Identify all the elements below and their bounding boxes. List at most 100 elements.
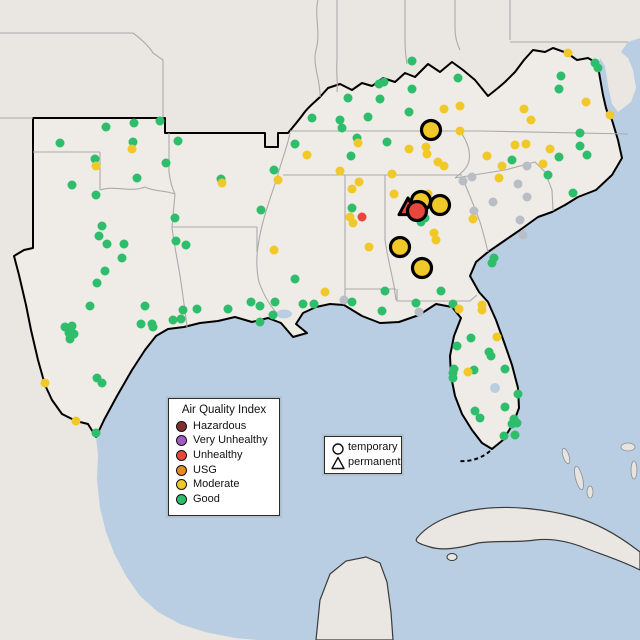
monitor-dot-no_data bbox=[522, 161, 532, 171]
monitor-dot-no_data bbox=[522, 192, 532, 202]
monitor-dot-moderate bbox=[605, 110, 615, 120]
monitor-dot-good bbox=[337, 123, 347, 133]
monitor-dot-no_data bbox=[458, 176, 468, 186]
yucatan-peninsula bbox=[315, 556, 394, 640]
monitor-dot-no_data bbox=[513, 179, 523, 189]
monitor-dots-layer bbox=[40, 48, 615, 441]
monitor-dot-good bbox=[363, 112, 373, 122]
monitor-dot-moderate bbox=[545, 144, 555, 154]
monitor-dot-good bbox=[91, 428, 101, 438]
monitor-dot-good bbox=[470, 406, 480, 416]
monitor-dot-good bbox=[486, 351, 496, 361]
temporary-event-marker bbox=[405, 199, 429, 223]
monitor-dot-good bbox=[575, 128, 585, 138]
monitor-dot-good bbox=[379, 77, 389, 87]
monitor-dot-moderate bbox=[353, 138, 363, 148]
circle-symbol-icon bbox=[332, 442, 344, 455]
event-markers-layer bbox=[388, 118, 452, 280]
monitor-dot-good bbox=[347, 203, 357, 213]
monitor-dot-good bbox=[335, 115, 345, 125]
monitor-dot-unhealthy bbox=[357, 212, 367, 222]
monitor-dot-moderate bbox=[273, 175, 283, 185]
monitor-dot-good bbox=[85, 301, 95, 311]
lake-okeechobee bbox=[490, 383, 500, 393]
monitor-dot-good bbox=[568, 188, 578, 198]
monitor-dot-moderate bbox=[492, 332, 502, 342]
monitor-dot-good bbox=[67, 321, 77, 331]
monitor-dot-good bbox=[307, 113, 317, 123]
temporary-event-marker bbox=[410, 256, 434, 280]
monitor-dot-good bbox=[173, 136, 183, 146]
monitor-dot-good bbox=[343, 93, 353, 103]
monitor-dot-good bbox=[543, 170, 553, 180]
monitor-dot-good bbox=[556, 71, 566, 81]
monitor-dot-moderate bbox=[320, 287, 330, 297]
monitor-dot-moderate bbox=[429, 228, 439, 238]
legend-item-label: Hazardous bbox=[193, 419, 247, 432]
monitor-dot-good bbox=[309, 299, 319, 309]
monitor-dot-good bbox=[223, 304, 233, 314]
monitor-dot-moderate bbox=[91, 161, 101, 171]
monitor-dot-moderate bbox=[40, 378, 50, 388]
monitor-dot-good bbox=[407, 84, 417, 94]
monitor-dot-no_data bbox=[469, 206, 479, 216]
monitor-dot-moderate bbox=[468, 214, 478, 224]
monitor-dot-moderate bbox=[510, 140, 520, 150]
monitor-dot-good bbox=[290, 139, 300, 149]
monitor-dot-good bbox=[380, 286, 390, 296]
monitor-dot-moderate bbox=[455, 101, 465, 111]
monitor-dot-good bbox=[255, 301, 265, 311]
monitor-dot-good bbox=[499, 431, 509, 441]
monitor-dot-good bbox=[554, 152, 564, 162]
legend-item-good: Good bbox=[169, 492, 279, 507]
monitor-dot-good bbox=[176, 314, 186, 324]
moderate-swatch-icon bbox=[176, 479, 187, 491]
monitor-dot-moderate bbox=[348, 218, 358, 228]
monitor-dot-moderate bbox=[71, 416, 81, 426]
triangle-symbol-icon bbox=[331, 456, 345, 469]
monitor-dot-good bbox=[170, 213, 180, 223]
monitor-dot-moderate bbox=[563, 48, 573, 58]
monitor-dot-moderate bbox=[494, 173, 504, 183]
good-swatch-icon bbox=[176, 493, 187, 505]
monitor-dot-good bbox=[178, 305, 188, 315]
monitor-dot-moderate bbox=[364, 242, 374, 252]
monitor-dot-good bbox=[510, 430, 520, 440]
legend-item-very_unhealthy: Very Unhealthy bbox=[169, 434, 279, 449]
legend-item-label: temporary bbox=[348, 441, 398, 453]
monitor-dot-good bbox=[140, 301, 150, 311]
monitor-dot-good bbox=[171, 236, 181, 246]
monitor-dot-moderate bbox=[421, 142, 431, 152]
monitor-dot-good bbox=[448, 373, 458, 383]
monitor-dot-good bbox=[129, 118, 139, 128]
monitor-dot-good bbox=[181, 240, 191, 250]
monitor-dot-good bbox=[100, 266, 110, 276]
monitor-dot-moderate bbox=[347, 184, 357, 194]
monitor-dot-good bbox=[554, 84, 564, 94]
monitor-dot-good bbox=[513, 389, 523, 399]
monitor-dot-good bbox=[161, 158, 171, 168]
monitor-dot-good bbox=[132, 173, 142, 183]
legend-item-label: Unhealthy bbox=[193, 448, 243, 461]
legend-item-temporary: temporary bbox=[329, 440, 401, 455]
monitor-dot-good bbox=[466, 333, 476, 343]
monitor-dot-moderate bbox=[497, 161, 507, 171]
monitor-dot-good bbox=[192, 304, 202, 314]
monitor-dot-good bbox=[155, 116, 165, 126]
monitor-dot-good bbox=[119, 239, 129, 249]
monitor-dot-good bbox=[90, 154, 100, 164]
legend-air-quality-index: Air Quality Index Hazardous Very Unhealth… bbox=[168, 398, 280, 516]
temporary-event-marker bbox=[428, 193, 452, 217]
monitor-dot-no_data bbox=[339, 295, 349, 305]
monitor-dot-moderate bbox=[302, 150, 312, 160]
monitor-dot-good bbox=[65, 334, 75, 344]
monitor-dot-good bbox=[448, 299, 458, 309]
temporary-event-marker bbox=[419, 118, 443, 142]
monitor-dot-good bbox=[377, 306, 387, 316]
monitor-dot-good bbox=[168, 315, 178, 325]
monitor-dot-good bbox=[582, 150, 592, 160]
legend-item-unhealthy: Unhealthy bbox=[169, 448, 279, 463]
monitor-dot-moderate bbox=[538, 159, 548, 169]
hazardous-swatch-icon bbox=[176, 420, 187, 432]
